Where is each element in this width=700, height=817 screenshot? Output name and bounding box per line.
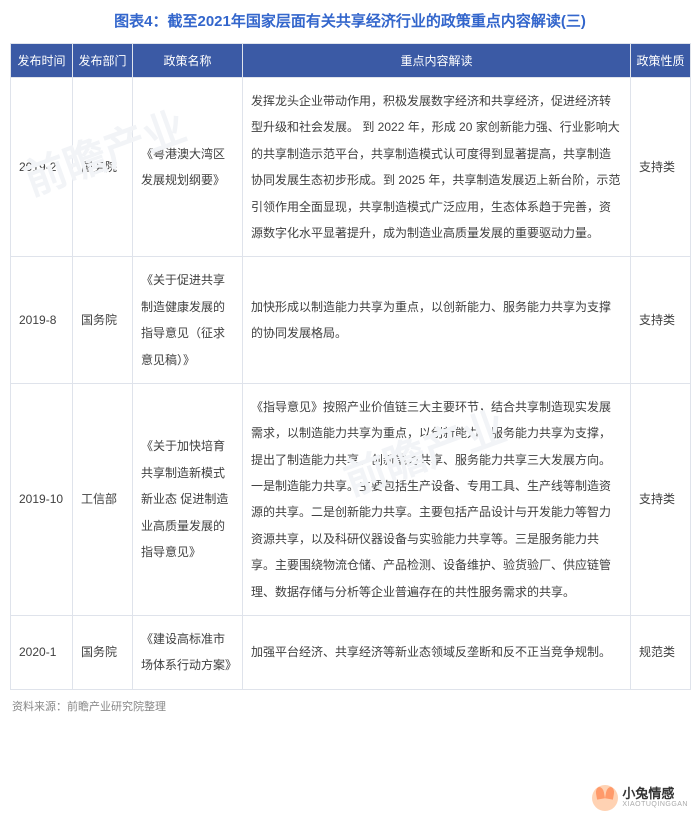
policy-table: 发布时间 发布部门 政策名称 重点内容解读 政策性质 2019-2 国务院 《粤… <box>10 43 691 690</box>
cell-time: 2020-1 <box>11 616 73 690</box>
cell-name: 《关于促进共享制造健康发展的指导意见（征求意见稿）》 <box>133 257 243 384</box>
cell-dept: 国务院 <box>73 78 133 257</box>
cell-dept: 国务院 <box>73 616 133 690</box>
cell-type: 规范类 <box>631 616 691 690</box>
table-row: 2019-8 国务院 《关于促进共享制造健康发展的指导意见（征求意见稿）》 加快… <box>11 257 691 384</box>
chart-title: 图表4：截至2021年国家层面有关共享经济行业的政策重点内容解读(三) <box>0 0 700 43</box>
table-row: 2020-1 国务院 《建设高标准市场体系行动方案》 加强平台经济、共享经济等新… <box>11 616 691 690</box>
cell-name: 《建设高标准市场体系行动方案》 <box>133 616 243 690</box>
rabbit-icon <box>592 785 618 811</box>
table-header-row: 发布时间 发布部门 政策名称 重点内容解读 政策性质 <box>11 44 691 78</box>
cell-time: 2019-10 <box>11 383 73 615</box>
col-header-content: 重点内容解读 <box>243 44 631 78</box>
col-header-dept: 发布部门 <box>73 44 133 78</box>
cell-time: 2019-8 <box>11 257 73 384</box>
col-header-type: 政策性质 <box>631 44 691 78</box>
cell-type: 支持类 <box>631 78 691 257</box>
cell-type: 支持类 <box>631 383 691 615</box>
col-header-name: 政策名称 <box>133 44 243 78</box>
cell-type: 支持类 <box>631 257 691 384</box>
cell-dept: 国务院 <box>73 257 133 384</box>
cell-content: 加强平台经济、共享经济等新业态领域反垄断和反不正当竞争规制。 <box>243 616 631 690</box>
cell-name: 《关于加快培育共享制造新模式新业态 促进制造业高质量发展的指导意见》 <box>133 383 243 615</box>
cell-content: 发挥龙头企业带动作用，积极发展数字经济和共享经济，促进经济转型升级和社会发展。 … <box>243 78 631 257</box>
cell-content: 《指导意见》按照产业价值链三大主要环节，结合共享制造现实发展需求，以制造能力共享… <box>243 383 631 615</box>
col-header-time: 发布时间 <box>11 44 73 78</box>
source-text: 资料来源：前瞻产业研究院整理 <box>0 690 700 714</box>
watermark-main: 小兔情感 <box>622 787 688 801</box>
table-row: 2019-10 工信部 《关于加快培育共享制造新模式新业态 促进制造业高质量发展… <box>11 383 691 615</box>
cell-content: 加快形成以制造能力共享为重点，以创新能力、服务能力共享为支撑的协同发展格局。 <box>243 257 631 384</box>
brand-watermark: 小兔情感 XIAOTUQINGGAN <box>592 785 688 811</box>
table-row: 2019-2 国务院 《粤港澳大湾区发展规划纲要》 发挥龙头企业带动作用，积极发… <box>11 78 691 257</box>
cell-name: 《粤港澳大湾区发展规划纲要》 <box>133 78 243 257</box>
watermark-sub: XIAOTUQINGGAN <box>622 801 688 809</box>
cell-time: 2019-2 <box>11 78 73 257</box>
cell-dept: 工信部 <box>73 383 133 615</box>
